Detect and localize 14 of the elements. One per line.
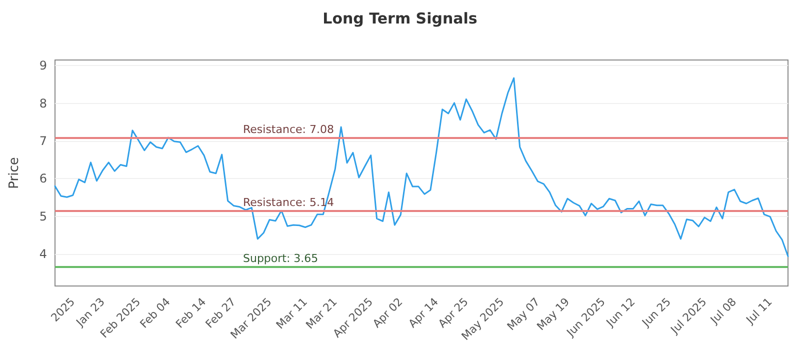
y-tick-label: 7: [39, 134, 47, 148]
x-tick-label: Jun 12: [603, 295, 638, 330]
y-tick-label: 4: [39, 246, 47, 261]
y-tick-label: 9: [39, 58, 47, 73]
ref-line-label: Resistance: 7.08: [243, 122, 334, 136]
x-tick-label: Jul 11: [743, 295, 775, 328]
y-tick-label: 8: [39, 96, 47, 110]
y-tick-label: 5: [39, 209, 47, 224]
y-tick-label: 6: [39, 172, 47, 186]
x-tick-label: Jul 08: [707, 295, 739, 328]
x-tick-label: Apr 14: [406, 295, 441, 330]
ref-line-label: Support: 3.65: [243, 252, 318, 266]
chart-title: Long Term Signals: [322, 10, 478, 28]
y-axis-title: Price: [7, 157, 22, 189]
